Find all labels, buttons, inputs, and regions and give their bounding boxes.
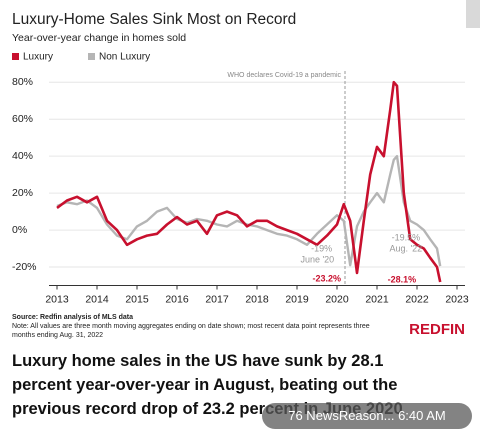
chart-subtitle: Year-over-year change in homes sold: [12, 32, 186, 44]
data-label: -19.5%: [392, 232, 421, 242]
x-tick-label: 2015: [125, 293, 149, 305]
y-tick-label: 80%: [12, 76, 33, 88]
x-tick-label: 2016: [165, 293, 189, 305]
data-label: -19%: [311, 244, 332, 254]
x-tick-label: 2022: [405, 293, 429, 305]
caption-line: Luxury home sales in the US have sunk by…: [12, 352, 384, 370]
x-tick-label: 2013: [45, 293, 69, 305]
x-tick-label: 2019: [285, 293, 309, 305]
legend-swatch: [12, 53, 19, 60]
legend-label: Non Luxury: [99, 52, 150, 63]
x-tick-label: 2020: [325, 293, 349, 305]
note: months ending Aug. 31, 2022: [12, 332, 103, 339]
y-tick-label: 0%: [12, 224, 27, 236]
y-tick-label: 60%: [12, 113, 33, 125]
chart: Luxury-Home Sales Sink Most on Record Ye…: [12, 0, 480, 339]
event-label: WHO declares Covid-19 a pandemic: [227, 72, 341, 79]
source: Source: Redfin analysis of MLS data: [12, 314, 133, 321]
data-label: -23.2%: [312, 273, 341, 283]
x-tick-label: 2014: [85, 293, 109, 305]
note: Note: All values are three month moving …: [12, 323, 370, 330]
notification-pill[interactable]: 76 NewsReason... 6:40 AM: [262, 403, 472, 429]
legend-label: Luxury: [23, 52, 53, 63]
x-tick-label: 2023: [445, 293, 469, 305]
chart-title: Luxury-Home Sales Sink Most on Record: [12, 11, 296, 28]
legend-swatch: [88, 53, 95, 60]
y-tick-label: 20%: [12, 187, 33, 199]
y-tick-label: -20%: [12, 261, 37, 273]
series-line: [56, 80, 442, 283]
y-tick-label: 40%: [12, 150, 33, 162]
x-tick-label: 2021: [365, 293, 389, 305]
caption-line: percent year-over-year in August, beatin…: [12, 376, 398, 394]
brand-logo: REDFIN: [409, 321, 465, 338]
data-label: -28.1%: [388, 274, 417, 284]
scroll-edge: [466, 0, 480, 28]
date-note: June '20: [300, 255, 334, 265]
x-tick-label: 2018: [245, 293, 269, 305]
date-note: Aug. '22: [389, 243, 422, 253]
x-tick-label: 2017: [205, 293, 229, 305]
series-line: [56, 155, 442, 267]
